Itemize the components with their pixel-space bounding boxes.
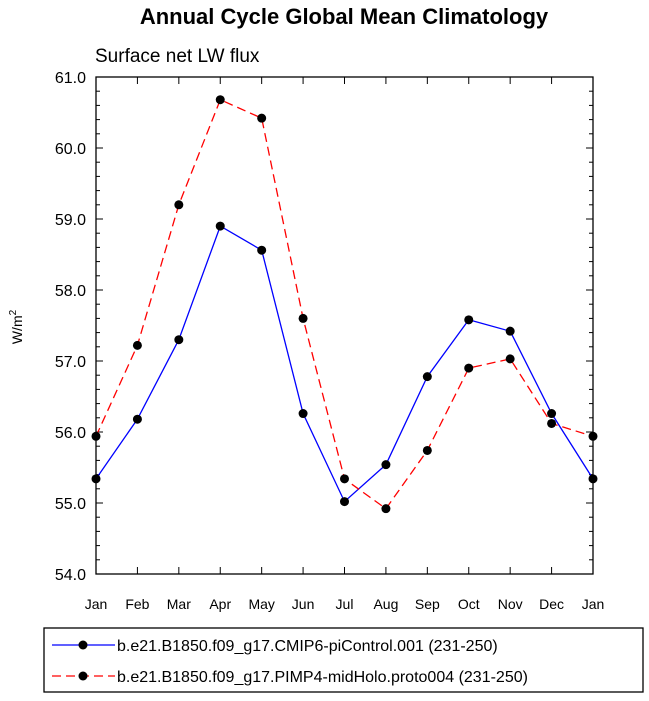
- x-tick-label: Sep: [415, 596, 440, 612]
- series-line-1: [95, 225, 594, 503]
- y-tick-label: 57.0: [55, 354, 86, 371]
- series-2-point: [91, 431, 101, 441]
- x-tick-label: Oct: [458, 596, 480, 612]
- y-tick-labels: 54.0 55.0 56.0 57.0 58.0 59.0 60.0 61.0: [55, 70, 86, 584]
- series-2-point: [588, 431, 598, 441]
- y-tick-label: 61.0: [55, 70, 86, 87]
- series-2-point: [505, 354, 515, 364]
- legend-marker-2: [78, 671, 88, 681]
- x-tick-label: Apr: [209, 596, 231, 612]
- series-1-point: [547, 409, 557, 419]
- x-tick-label: Jan: [582, 596, 605, 612]
- series-2-point: [215, 95, 225, 105]
- x-tick-label: Nov: [498, 596, 523, 612]
- y-tick-label: 56.0: [55, 425, 86, 442]
- series-2-point: [257, 113, 267, 123]
- series-1-point: [174, 335, 184, 345]
- x-tick-label: May: [248, 596, 274, 612]
- axis-ticks: [95, 76, 594, 575]
- x-tick-label: Jan: [85, 596, 108, 612]
- x-tick-label: Aug: [373, 596, 398, 612]
- series-1-point: [505, 326, 515, 336]
- series-2-point: [340, 474, 349, 484]
- x-tick-label: Feb: [125, 596, 149, 612]
- series-2-point: [547, 418, 557, 428]
- chart-subtitle: Surface net LW flux: [95, 46, 260, 67]
- series-1-point: [91, 474, 101, 484]
- y-tick-label: 59.0: [55, 212, 86, 229]
- y-axis-label-superscript: 2: [8, 309, 19, 315]
- series-2-point: [132, 340, 142, 350]
- y-tick-label: 60.0: [55, 141, 86, 158]
- y-axis-label-main: W/m: [9, 315, 25, 344]
- x-tick-label: Dec: [539, 596, 564, 612]
- y-tick-label: 58.0: [55, 283, 86, 300]
- series-2-point: [381, 504, 391, 514]
- y-tick-label: 55.0: [55, 496, 86, 513]
- legend-label-2: b.e21.B1850.f09_g17.PIMP4-midHolo.proto0…: [117, 669, 528, 686]
- series-2-point: [422, 445, 432, 455]
- series-2-point: [298, 313, 308, 323]
- legend: b.e21.B1850.f09_g17.CMIP6-piControl.001 …: [52, 638, 528, 686]
- series-1-point: [132, 414, 142, 424]
- series-1-point: [588, 474, 598, 484]
- series-1-point: [257, 245, 267, 255]
- legend-label-1: b.e21.B1850.f09_g17.CMIP6-piControl.001 …: [117, 638, 498, 655]
- chart-title: Annual Cycle Global Mean Climatology: [140, 4, 549, 29]
- y-tick-label: 54.0: [55, 567, 86, 584]
- series-1-point: [215, 221, 225, 231]
- series-1-point: [340, 497, 349, 507]
- x-tick-label: Jun: [292, 596, 315, 612]
- series-lines: [91, 95, 598, 514]
- legend-marker-1: [78, 640, 88, 650]
- series-2-point: [174, 200, 184, 210]
- series-1-point: [381, 460, 391, 470]
- series-2-point: [464, 363, 474, 373]
- x-tick-labels: Jan Feb Mar Apr May Jun Jul Aug Sep Oct Nov Dec Jan: [85, 596, 605, 612]
- series-line-2: [95, 98, 594, 510]
- legend-box: [43, 627, 644, 693]
- series-1-point: [298, 409, 308, 419]
- x-tick-label: Mar: [167, 596, 191, 612]
- series-1-point: [464, 315, 474, 325]
- series-1-point: [422, 372, 432, 382]
- y-axis-label: W/m2: [8, 309, 25, 344]
- x-tick-label: Jul: [336, 596, 354, 612]
